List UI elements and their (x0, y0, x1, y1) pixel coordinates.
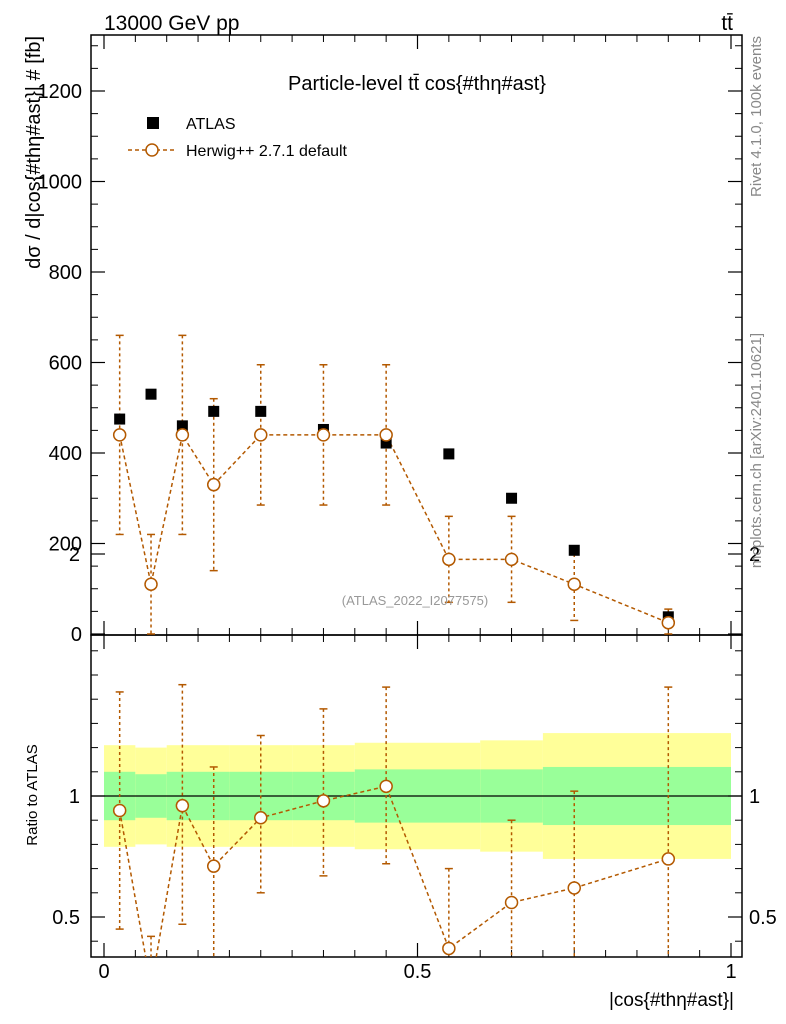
main-y-tick-label: 200 (49, 534, 82, 556)
main-y-axis-label: dσ / d|cos{#thη#ast}| # [fb] (23, 36, 45, 269)
herwig-main-point (661, 615, 676, 630)
atlas-point (506, 492, 518, 504)
analysis-tag: (ATLAS_2022_I2077575) (342, 593, 488, 608)
ratio-y-tick-label-left: 0.5 (52, 907, 80, 929)
herwig-ratio-point (112, 803, 127, 818)
herwig-ratio-point (661, 852, 676, 866)
herwig-ratio-line (118, 785, 669, 957)
atlas-point (380, 437, 392, 449)
header-process-label: tt̄ (721, 12, 733, 35)
atlas-point (568, 544, 580, 556)
main-y-tick-label: 800 (49, 262, 82, 284)
main-y-tick-label: 1200 (38, 81, 83, 103)
herwig-main-point (112, 428, 127, 442)
herwig-main-point (379, 428, 393, 442)
header-beam-label: 13000 GeV pp (104, 12, 239, 35)
herwig-main-point (316, 428, 331, 442)
x-tick-label: 0 (98, 961, 109, 983)
herwig-main-point (206, 477, 221, 492)
herwig-ratio-point (567, 881, 581, 895)
herwig-main-point (442, 552, 456, 567)
atlas-point (114, 413, 126, 425)
rivet-version-label: Rivet 4.1.0, 100k events (748, 36, 765, 197)
herwig-main-point (567, 577, 581, 591)
ratio-y-tick-label-left: 2 (69, 544, 80, 566)
herwig-main-point (254, 428, 268, 442)
atlas-point (145, 388, 157, 400)
axis-ticks: 0 200 400 600 800 1000 1200 0 0.5 1 0.5 0.5 1 1 2 2 (38, 35, 777, 983)
ratio-y-tick-label-right: 2 (749, 544, 760, 566)
legend-herwig-label: Herwig++ 2.7.1 default (186, 143, 348, 160)
atlas-point (176, 420, 188, 432)
legend: ATLAS Herwig++ 2.7.1 default (128, 116, 348, 160)
main-y-tick-label: 400 (49, 443, 82, 465)
herwig-ratio-point (254, 811, 268, 825)
atlas-point (443, 448, 455, 460)
main-title: Particle-level tt̄ cos{#thη#ast} (288, 73, 546, 95)
herwig-ratio-point (379, 779, 393, 794)
ratio-y-tick-label-right: 0.5 (749, 907, 777, 929)
herwig-main-point (175, 428, 190, 442)
mcplots-source-label: mcplots.cern.ch [arXiv:2401.10621] (748, 333, 765, 568)
x-tick-label: 0.5 (404, 961, 432, 983)
herwig-main-point (144, 577, 158, 591)
herwig-ratio-point (504, 895, 519, 910)
atlas-point (208, 405, 220, 417)
main-y-tick-label: 0 (71, 624, 82, 646)
legend-atlas-label: ATLAS (186, 116, 236, 133)
ratio-y-tick-label-right: 1 (749, 786, 760, 808)
herwig-ratio-point (206, 859, 221, 873)
herwig-ratio-point (175, 798, 190, 813)
atlas-point (255, 405, 267, 417)
main-y-tick-label: 1000 (38, 172, 83, 194)
herwig-ratio-point (316, 794, 331, 808)
x-axis-label: |cos{#thη#ast}| (609, 990, 734, 1011)
ratio-y-axis-label: Ratio to ATLAS (24, 744, 41, 845)
herwig-main-point (504, 552, 519, 567)
legend-atlas-marker (147, 117, 159, 129)
legend-herwig-marker (145, 143, 159, 157)
x-tick-label: 1 (725, 961, 736, 983)
herwig-ratio-point (442, 941, 456, 956)
ratio-series-group (112, 683, 676, 957)
ratio-y-tick-label-left: 1 (69, 786, 80, 808)
main-y-tick-label: 600 (49, 353, 82, 375)
data-series (112, 334, 676, 957)
herwig-main-line (118, 432, 669, 624)
